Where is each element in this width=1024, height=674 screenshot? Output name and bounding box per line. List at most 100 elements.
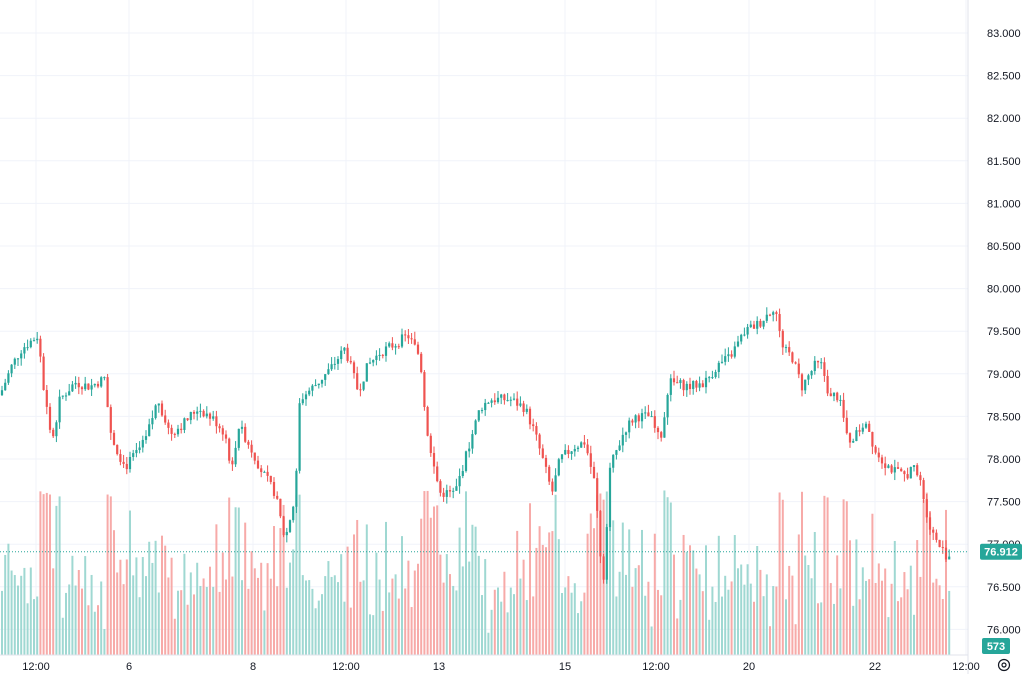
candle-body[interactable]: [208, 413, 212, 419]
candle-body[interactable]: [135, 450, 138, 454]
candle-body[interactable]: [237, 428, 240, 448]
candle-body[interactable]: [845, 417, 848, 434]
candle-body[interactable]: [282, 516, 285, 536]
candle-body[interactable]: [618, 445, 621, 451]
candle-body[interactable]: [644, 412, 647, 414]
candle-body[interactable]: [452, 490, 455, 492]
candle-body[interactable]: [615, 450, 618, 455]
candle-body[interactable]: [688, 383, 692, 390]
candle-body[interactable]: [279, 498, 282, 517]
candle-body[interactable]: [596, 478, 599, 511]
price-axis[interactable]: 83.000 82.500 82.000 81.500 81.000 80.500 80.0…: [987, 28, 1021, 636]
candle-body[interactable]: [877, 452, 880, 458]
candle-body[interactable]: [112, 432, 116, 445]
candle-body[interactable]: [173, 433, 176, 435]
candle-body[interactable]: [55, 422, 58, 437]
candle-body[interactable]: [128, 456, 132, 470]
candle-body[interactable]: [432, 452, 436, 467]
candle-body[interactable]: [948, 556, 951, 560]
candle-body[interactable]: [548, 466, 551, 482]
candle-body[interactable]: [647, 412, 650, 417]
candle-body[interactable]: [682, 380, 685, 391]
candle-body[interactable]: [602, 556, 605, 580]
candle-body[interactable]: [384, 346, 388, 356]
candle-body[interactable]: [784, 347, 788, 349]
candle-body[interactable]: [512, 398, 516, 400]
candle-body[interactable]: [407, 335, 410, 339]
candle-body[interactable]: [4, 382, 7, 391]
candle-body[interactable]: [916, 465, 919, 476]
candle-body[interactable]: [804, 379, 807, 391]
candle-body[interactable]: [148, 424, 151, 437]
candle-body[interactable]: [669, 378, 672, 395]
candle-body[interactable]: [400, 334, 404, 347]
candle-body[interactable]: [490, 400, 493, 403]
candle-body[interactable]: [698, 383, 701, 388]
candle-body[interactable]: [925, 499, 928, 518]
candle-body[interactable]: [372, 360, 375, 363]
candle-body[interactable]: [381, 354, 384, 356]
candle-body[interactable]: [218, 426, 221, 429]
candle-body[interactable]: [538, 434, 541, 449]
candle-body[interactable]: [327, 369, 330, 375]
candle-body[interactable]: [359, 389, 362, 391]
candle-body[interactable]: [154, 405, 157, 419]
candle-body[interactable]: [314, 385, 317, 387]
candle-body[interactable]: [727, 354, 730, 357]
candle-body[interactable]: [413, 339, 416, 345]
candle-body[interactable]: [20, 353, 23, 359]
candle-body[interactable]: [605, 527, 608, 580]
candle-body[interactable]: [858, 430, 861, 432]
candle-body[interactable]: [199, 410, 202, 412]
candle-body[interactable]: [119, 454, 122, 462]
candle-body[interactable]: [164, 415, 167, 423]
candle-body[interactable]: [240, 426, 244, 429]
candle-body[interactable]: [228, 438, 231, 461]
candle-body[interactable]: [32, 340, 36, 342]
candle-body[interactable]: [554, 475, 557, 492]
candle-body[interactable]: [496, 397, 500, 403]
candle-body[interactable]: [580, 442, 583, 448]
candle-body[interactable]: [263, 471, 266, 473]
candle-body[interactable]: [458, 476, 461, 487]
candle-body[interactable]: [189, 411, 192, 421]
candle-body[interactable]: [109, 407, 112, 433]
candle-body[interactable]: [196, 411, 199, 414]
candle-body[interactable]: [893, 467, 896, 473]
candle-body[interactable]: [874, 446, 877, 453]
candle-body[interactable]: [29, 340, 32, 348]
candle-body[interactable]: [637, 415, 640, 422]
candle-body[interactable]: [775, 312, 778, 315]
candle-body[interactable]: [733, 346, 736, 357]
candle-body[interactable]: [180, 428, 183, 430]
candle-body[interactable]: [564, 449, 567, 455]
candle-body[interactable]: [906, 474, 909, 479]
candle-body[interactable]: [138, 447, 141, 451]
candle-body[interactable]: [349, 360, 352, 363]
candle-body[interactable]: [500, 394, 503, 398]
candle-body[interactable]: [436, 466, 439, 482]
candle-body[interactable]: [292, 506, 295, 521]
candle-body[interactable]: [202, 410, 205, 417]
candle-body[interactable]: [416, 344, 420, 354]
candle-body[interactable]: [68, 391, 71, 396]
candle-body[interactable]: [724, 356, 727, 362]
candle-body[interactable]: [212, 416, 215, 419]
candle-body[interactable]: [375, 355, 378, 361]
candle-body[interactable]: [320, 379, 324, 384]
candle-body[interactable]: [192, 411, 196, 414]
candle-body[interactable]: [692, 380, 695, 390]
candle-body[interactable]: [442, 492, 445, 497]
candle-body[interactable]: [96, 383, 100, 387]
candle-body[interactable]: [679, 380, 682, 384]
candle-body[interactable]: [941, 547, 944, 549]
candle-body[interactable]: [839, 399, 842, 401]
candle-body[interactable]: [842, 399, 845, 418]
candle-body[interactable]: [388, 343, 391, 347]
candle-body[interactable]: [186, 418, 189, 421]
candle-body[interactable]: [90, 385, 93, 390]
candle-body[interactable]: [61, 395, 64, 397]
candle-body[interactable]: [612, 454, 615, 468]
candle-body[interactable]: [832, 392, 836, 397]
candle-body[interactable]: [935, 532, 938, 540]
